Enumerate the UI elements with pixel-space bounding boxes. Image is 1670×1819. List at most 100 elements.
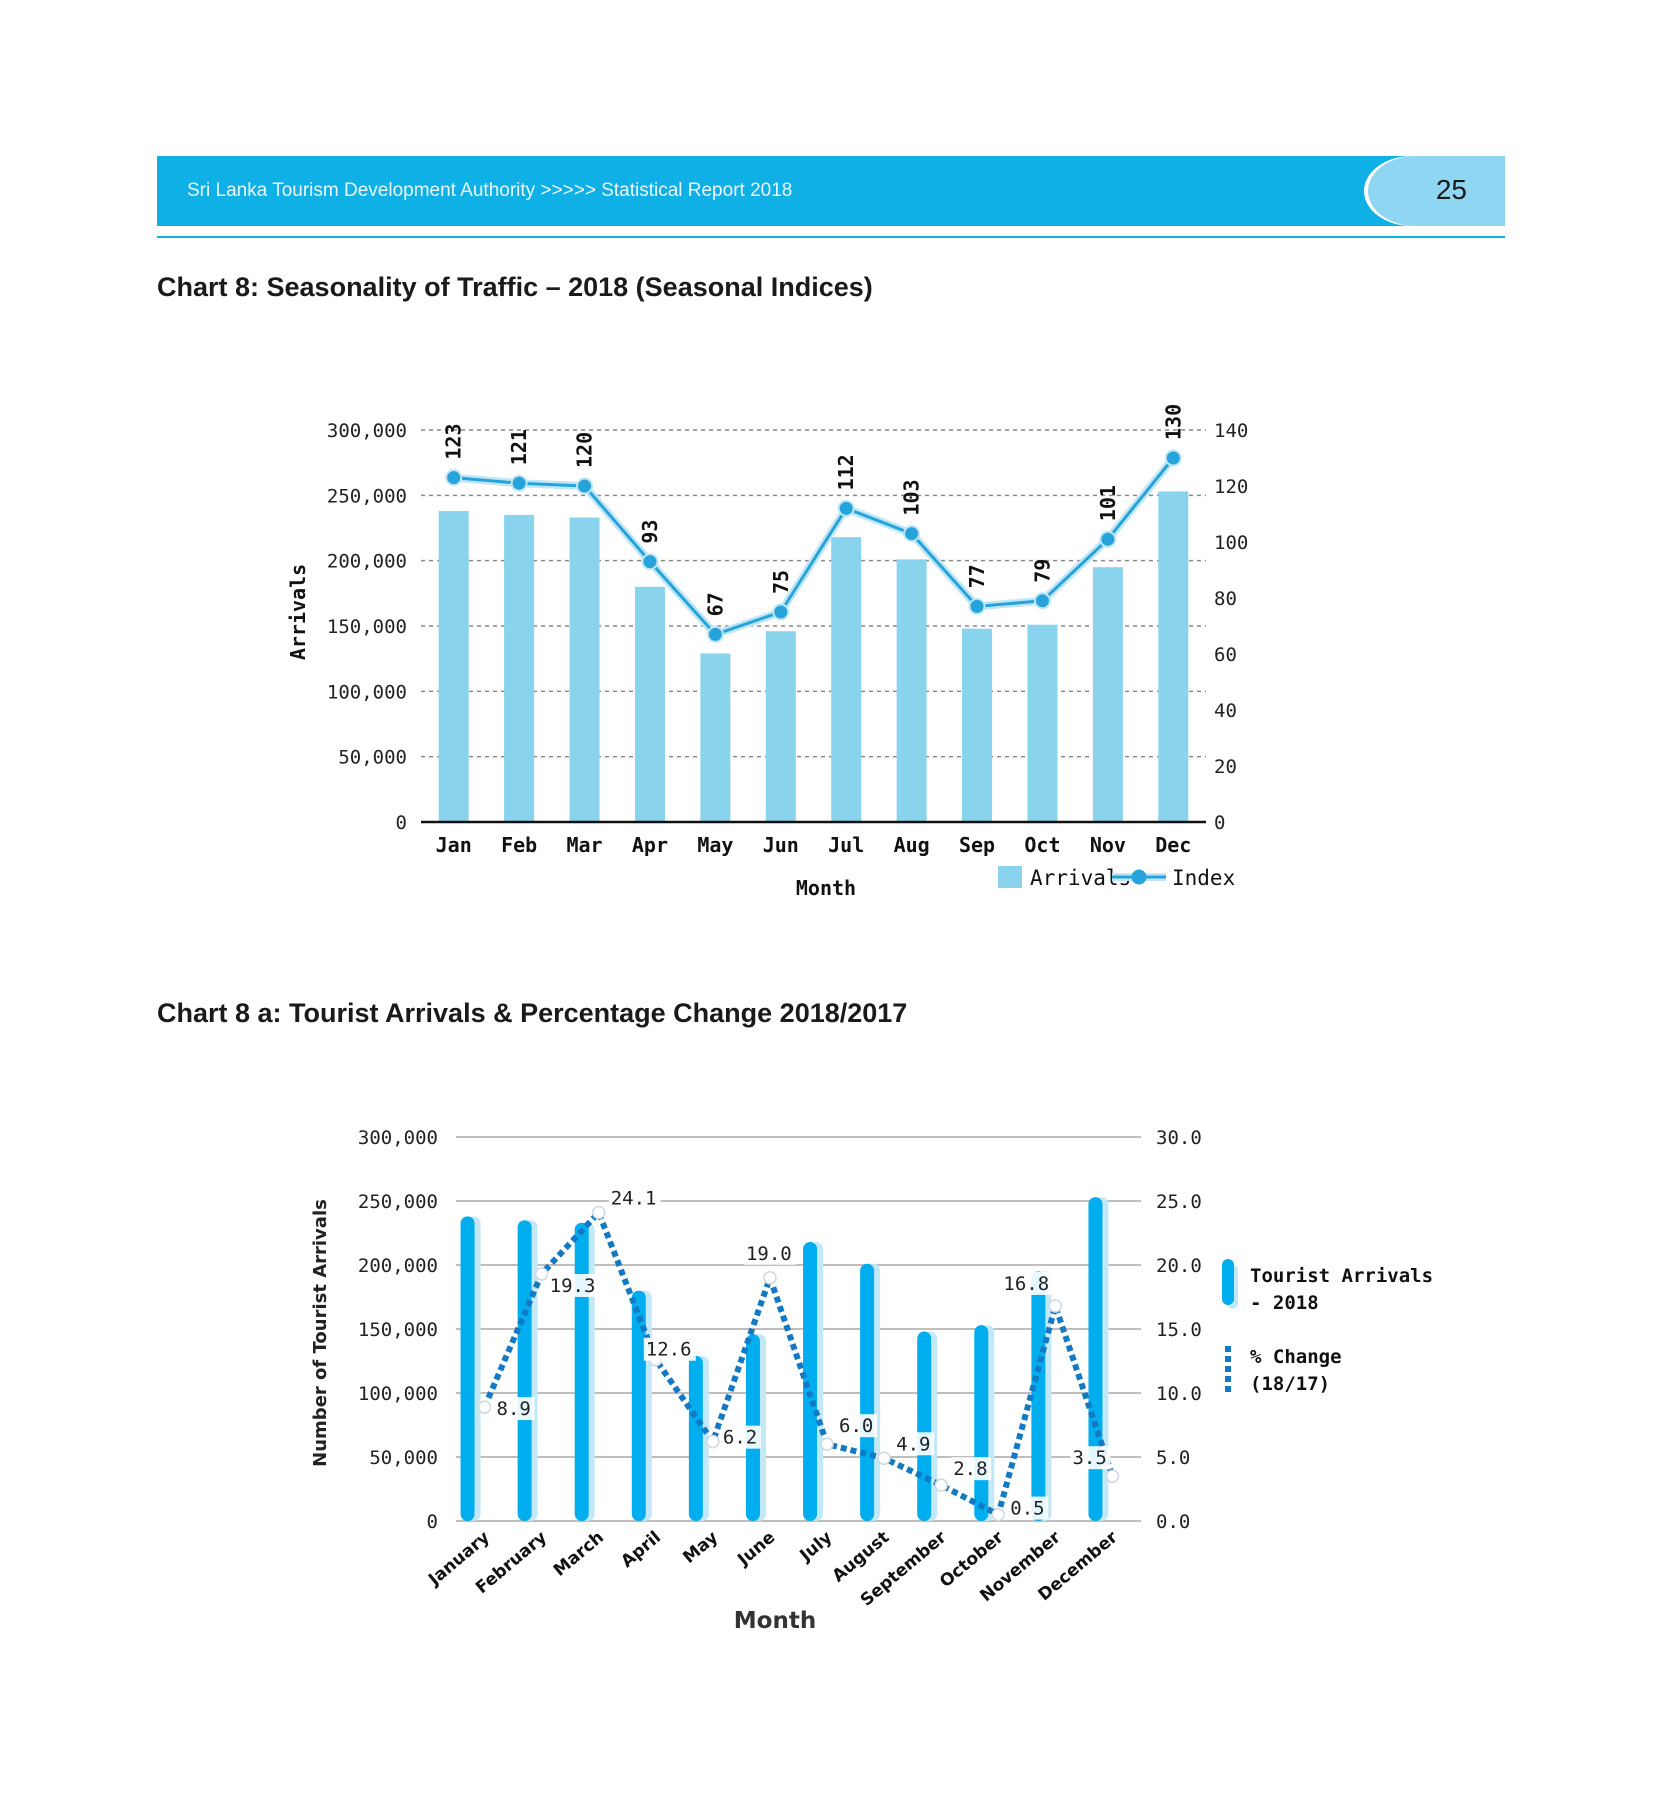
chart8a-change-data-label: 24.1: [611, 1188, 657, 1210]
chart8a-legend-bar-swatch: [1222, 1259, 1234, 1305]
chart8a-legend-bar-label-2: - 2018: [1250, 1292, 1319, 1314]
chart8-y2-tick-label: 120: [1214, 476, 1248, 498]
chart8-bar-jul: [831, 537, 862, 822]
chart8-x-tick-label: Feb: [501, 833, 537, 857]
chart8a-bar-august: [860, 1263, 875, 1521]
chart8a-data-label-bg: [643, 1337, 696, 1361]
chart8a-y-tick-label: 300,000: [358, 1127, 438, 1149]
chart8-legend-index-label: Index: [1172, 866, 1235, 890]
chart8-x-tick-label: Sep: [959, 833, 995, 857]
chart8-x-tick-label: Oct: [1024, 833, 1060, 857]
chart8a-change-point: [820, 1437, 834, 1451]
chart8-y-tick-label: 0: [396, 812, 407, 834]
chart8a-y-tick-label: 200,000: [358, 1255, 438, 1277]
chart8a-bar-november: [1031, 1271, 1046, 1521]
chart8a-bar-july: [803, 1241, 818, 1521]
chart8-x-tick-label: Mar: [566, 833, 602, 857]
chart8-y-tick-label: 100,000: [327, 681, 407, 703]
chart8-index-point: [1033, 592, 1051, 610]
chart8-index-point: [510, 474, 528, 492]
chart8-bar-jun: [765, 631, 796, 822]
chart8a-y2-tick-label: 20.0: [1156, 1255, 1202, 1277]
chart8-y-tick-label: 150,000: [327, 616, 407, 638]
chart8a-change-point: [591, 1205, 606, 1220]
page-number: 25: [1435, 174, 1467, 205]
chart8-title: Chart 8: Seasonality of Traffic – 2018 (…: [157, 272, 873, 302]
chart8a-change-point: [1105, 1469, 1120, 1483]
chart8a-change-point: [763, 1271, 777, 1285]
chart8a-data-label-bg: [743, 1241, 796, 1265]
chart8-y-tick-label: 200,000: [327, 551, 407, 573]
chart8-bar-jan: [438, 511, 469, 822]
chart8-index-data-label: 112: [834, 454, 858, 490]
chart8a-data-label-bg: [1001, 1271, 1054, 1295]
chart8a-y-tick-label: 0: [427, 1511, 438, 1533]
chart8-bar-dec: [1158, 491, 1189, 822]
chart8-bar-sep: [962, 628, 993, 822]
chart8-bar-mar: [569, 517, 600, 822]
chart8a-y2-tick-label: 25.0: [1156, 1191, 1202, 1213]
chart8a-change-data-label: 4.9: [896, 1433, 930, 1455]
chart8-y2-tick-label: 0: [1214, 812, 1225, 834]
chart8a-x-tick-label: April: [617, 1528, 665, 1572]
chart8-y-tick-label: 50,000: [338, 747, 407, 769]
chart8a-change-line: [481, 1209, 1116, 1518]
chart8-x-tick-label: Apr: [632, 833, 668, 857]
header-rule: [157, 236, 1505, 238]
chart8-index-data-label: 75: [769, 570, 793, 594]
chart8-index-data-label: 103: [900, 479, 924, 515]
chart8a-change-point: [706, 1434, 720, 1449]
chart8-y2-tick-label: 100: [1214, 532, 1248, 554]
chart8a-title: Chart 8 a: Tourist Arrivals & Percentage…: [157, 998, 908, 1028]
chart8a-bar-february: [517, 1220, 532, 1521]
chart8a-y-tick-label: 150,000: [358, 1319, 438, 1341]
chart8a-bar-march: [574, 1222, 589, 1521]
chart8a-data-label-bg: [951, 1457, 992, 1481]
chart8-y-tick-label: 250,000: [327, 485, 407, 507]
chart8a-change-data-label: 16.8: [1003, 1273, 1049, 1295]
chart8a-x-tick-label: July: [796, 1528, 837, 1567]
chart8-index-point: [706, 625, 724, 643]
chart8a-data-label-bg: [837, 1414, 878, 1438]
chart8a-change-data-label: 12.6: [646, 1339, 692, 1361]
chart8-x-tick-label: Aug: [894, 833, 930, 857]
chart8-index-data-label: 93: [638, 520, 662, 544]
chart8-index-data-label: 77: [965, 564, 989, 588]
chart8a-bar-may: [688, 1355, 703, 1521]
chart8a-change-data-label: 19.0: [746, 1243, 792, 1265]
chart8-x-tick-label: Jan: [436, 833, 472, 857]
chart8a-y2-tick-label: 15.0: [1156, 1319, 1202, 1341]
chart8-index-point: [1164, 449, 1182, 467]
chart8-x-tick-label: May: [697, 833, 733, 857]
chart8a-y-tick-label: 50,000: [369, 1447, 438, 1469]
chart8-index-line: [453, 457, 1175, 636]
page-number-tab: 25: [1368, 156, 1505, 226]
chart8a-y2-tick-label: 30.0: [1156, 1127, 1202, 1149]
chart8-y2-tick-label: 140: [1214, 420, 1248, 442]
chart8a-legend-bar-label-1: Tourist Arrivals: [1250, 1265, 1433, 1287]
chart8-index-data-label: 79: [1030, 559, 1054, 583]
chart8-legend-index-marker: [1131, 869, 1147, 885]
chart8a-change-data-label: 6.2: [723, 1427, 757, 1449]
chart8a-data-label-bg: [1008, 1496, 1049, 1520]
chart8-y-tick-label: 300,000: [327, 420, 407, 442]
chart8-seasonality-svg: 0 50,000 100,000 150,000 200,000 250,000 300,0…: [286, 404, 1248, 900]
chart8a-change-point: [877, 1451, 891, 1466]
chart8-bar-may: [700, 653, 731, 822]
chart8a-y2-tick-label: 10.0: [1156, 1383, 1202, 1405]
chart8-index-data-label: 67: [703, 592, 727, 616]
chart8-y2-tick-label: 80: [1214, 588, 1237, 610]
chart8a-bar-december: [1088, 1197, 1103, 1521]
chart8a-change-point: [477, 1400, 492, 1414]
chart8-y2-tick-label: 20: [1214, 756, 1237, 778]
chart8a-data-label-bg: [894, 1432, 935, 1456]
chart8-bar-nov: [1092, 567, 1123, 822]
chart8-y-axis-title: Arrivals: [286, 564, 310, 660]
chart8-index-point: [1099, 530, 1117, 548]
chart8a-legend-line-label-2: (18/17): [1250, 1373, 1330, 1395]
chart8-index-point: [772, 603, 790, 621]
chart8-index-data-label: 123: [442, 423, 466, 459]
chart8a-y2-tick-label: 0.0: [1156, 1511, 1190, 1533]
chart8a-bar-january: [460, 1216, 475, 1521]
chart8a-y-tick-label: 100,000: [358, 1383, 438, 1405]
